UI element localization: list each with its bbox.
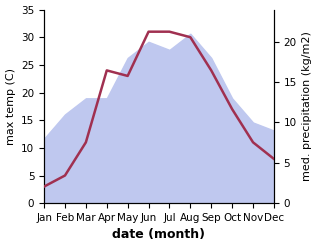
Y-axis label: max temp (C): max temp (C) (5, 68, 16, 145)
Y-axis label: med. precipitation (kg/m2): med. precipitation (kg/m2) (302, 31, 313, 181)
X-axis label: date (month): date (month) (113, 228, 205, 242)
